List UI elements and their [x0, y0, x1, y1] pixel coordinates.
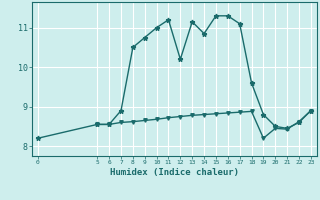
X-axis label: Humidex (Indice chaleur): Humidex (Indice chaleur): [110, 168, 239, 177]
